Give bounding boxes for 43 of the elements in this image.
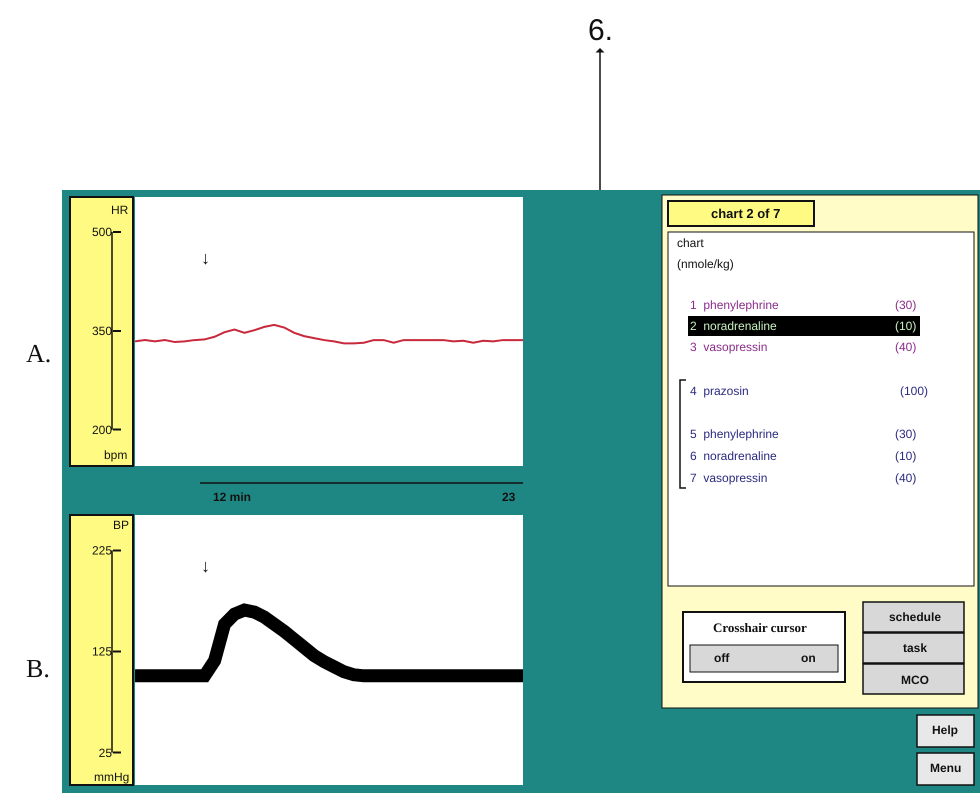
text: A.	[26, 339, 52, 368]
y-tick-label: 125	[92, 644, 112, 659]
text: Help	[932, 723, 958, 737]
text: task	[903, 641, 928, 655]
text: 5 phenylephrine	[690, 427, 780, 441]
text: (40)	[895, 340, 916, 354]
text: (nmole/kg)	[677, 257, 734, 271]
text: 12 min	[213, 490, 252, 504]
text: mmHg	[94, 770, 130, 784]
caption: chart 2 of 7	[711, 206, 780, 221]
text: 6.	[588, 14, 614, 47]
text: 6 noradrenaline	[690, 449, 778, 463]
y-tick-label: 25	[98, 746, 112, 760]
text: 1 phenylephrine	[690, 298, 780, 312]
text: chart	[677, 236, 704, 250]
annotation: ↓	[201, 248, 210, 268]
text: MCO	[901, 673, 929, 687]
text: (10)	[895, 319, 916, 333]
text: (100)	[900, 384, 928, 398]
text: Crosshair cursor	[713, 620, 807, 635]
y-axis-title: HR	[111, 203, 129, 217]
text: schedule	[889, 610, 942, 624]
y-tick-label: 350	[92, 324, 112, 338]
text: bpm	[104, 448, 128, 462]
text: 4 prazosin	[690, 384, 749, 398]
y-tick-label: 225	[92, 544, 112, 558]
text: 2 noradrenaline	[690, 319, 778, 333]
text: off	[714, 651, 730, 665]
text: (30)	[895, 298, 916, 312]
text: Menu	[930, 761, 962, 775]
text: (10)	[895, 449, 916, 463]
y-tick-label: 200	[92, 422, 112, 437]
text: (40)	[895, 471, 916, 485]
text: on	[801, 651, 816, 665]
text: 3 vasopressin	[690, 340, 768, 354]
text: B.	[26, 654, 50, 683]
text: 23	[502, 490, 516, 504]
annotation: ↓	[201, 556, 210, 576]
line-series	[135, 324, 523, 344]
y-axis-title: BP	[113, 518, 130, 532]
y-tick-label: 500	[92, 225, 112, 240]
text: (30)	[895, 427, 916, 441]
text: 7 vasopressin	[690, 471, 768, 485]
